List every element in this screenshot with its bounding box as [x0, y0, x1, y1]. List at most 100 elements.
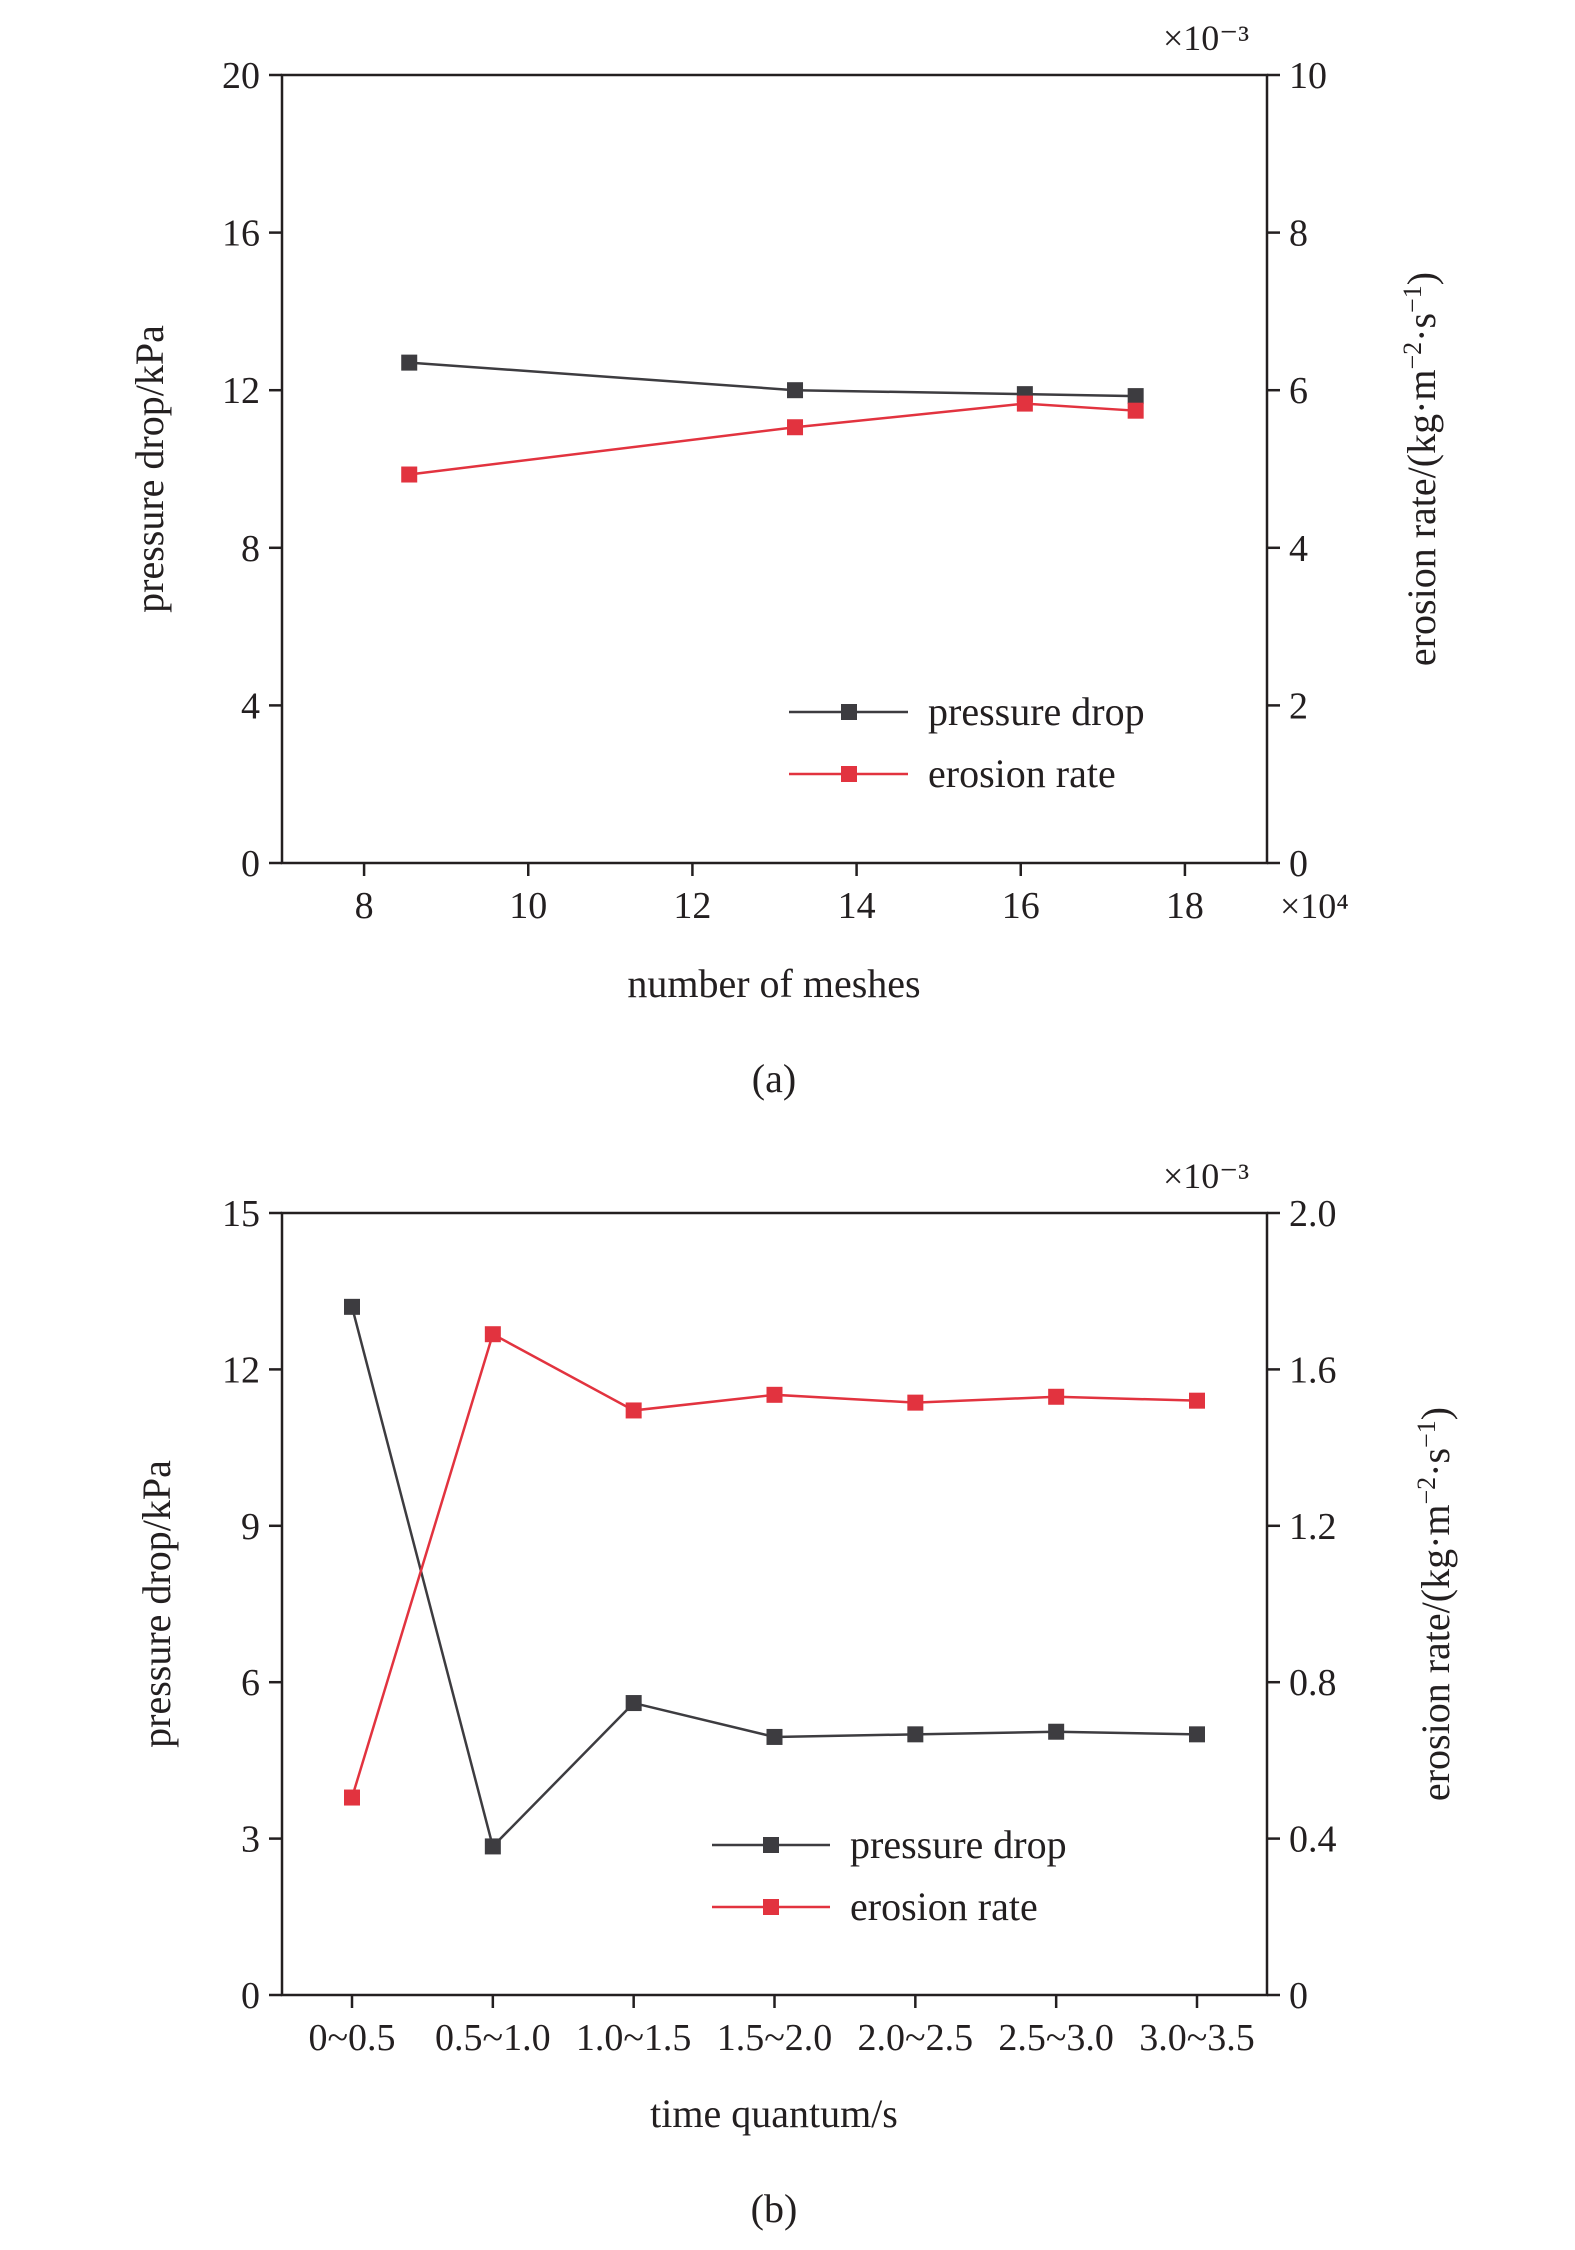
series-line-pressure-drop — [409, 361, 1136, 398]
x-tick-label: 1.0~1.5 — [576, 2017, 692, 2059]
data-point-pressure-drop — [766, 1728, 783, 1745]
y-right-multiplier-b: ×10⁻³ — [1163, 1156, 1249, 1196]
y-left-tick-label: 6 — [241, 1662, 260, 1704]
x-tick-label: 2.5~3.0 — [998, 2017, 1114, 2059]
caption-b: (b) — [751, 2186, 798, 2231]
y-right-multiplier-a: ×10⁻³ — [1163, 18, 1249, 58]
legend-label-pressure-a: pressure drop — [928, 689, 1145, 734]
y-right-tick-label: 1.2 — [1289, 1506, 1337, 1548]
y-right-tick-label: 10 — [1289, 55, 1327, 97]
y-right-tick-label: 0.8 — [1289, 1662, 1337, 1704]
data-point-erosion-rate — [787, 419, 804, 436]
legend-a: pressure drop erosion rate — [789, 689, 1145, 796]
x-tick-label: 18 — [1166, 885, 1204, 927]
legend-label-erosion-a: erosion rate — [928, 751, 1116, 796]
data-point-erosion-rate — [907, 1394, 924, 1411]
data-point-erosion-rate — [766, 1386, 783, 1403]
data-point-erosion-rate — [401, 466, 418, 483]
y-right-title-b-part2: ·s — [1413, 1448, 1458, 1477]
y-right-tick-label: 2.0 — [1289, 1193, 1337, 1235]
plot-frame-a — [280, 73, 1269, 865]
y-left-tick-label: 20 — [222, 55, 260, 97]
legend-marker-erosion-b — [763, 1899, 779, 1915]
y-left-tick-label: 9 — [241, 1506, 260, 1548]
y-right-tick-label: 6 — [1289, 370, 1308, 412]
data-point-pressure-drop — [484, 1838, 501, 1855]
legend-marker-pressure-b — [763, 1837, 779, 1853]
data-point-pressure-drop — [1189, 1726, 1205, 1743]
legend-label-pressure-b: pressure drop — [850, 1822, 1067, 1867]
y-right-tick-label: 0.4 — [1289, 1819, 1337, 1861]
y-left-tick-label: 15 — [222, 1193, 260, 1235]
legend-marker-erosion-a — [841, 766, 857, 782]
series-line-erosion-rate — [409, 402, 1136, 476]
y-left-tick-label: 12 — [222, 1349, 260, 1391]
x-multiplier-a: ×10⁴ — [1280, 886, 1349, 926]
x-tick-label: 0~0.5 — [308, 2017, 395, 2059]
x-tick-label: 2.0~2.5 — [858, 2017, 974, 2059]
y-right-title-a-sup1: −2 — [1398, 342, 1427, 370]
data-point-erosion-rate — [1189, 1392, 1205, 1409]
x-tick-label: 14 — [838, 885, 876, 927]
x-tick-label: 10 — [509, 885, 547, 927]
series-line-erosion-rate — [350, 1332, 1198, 1798]
y-right-title-a-part3: ) — [1399, 272, 1444, 285]
x-tick-label: 0.5~1.0 — [435, 2017, 551, 2059]
caption-a: (a) — [752, 1056, 796, 1101]
y-left-tick-label: 16 — [222, 213, 260, 255]
legend-label-erosion-b: erosion rate — [850, 1884, 1038, 1929]
y-left-tick-label: 3 — [241, 1819, 260, 1861]
y-right-title-b-sup2: −1 — [1412, 1420, 1441, 1448]
data-point-pressure-drop — [344, 1298, 360, 1315]
data-point-erosion-rate — [625, 1402, 642, 1419]
data-point-pressure-drop — [907, 1726, 924, 1743]
data-point-erosion-rate — [1048, 1388, 1065, 1405]
y-right-title-a-part1: erosion rate/(kg·m — [1399, 370, 1444, 667]
x-axis-title-a: number of meshes — [627, 961, 920, 1006]
y-left-axis-title-a: pressure drop/kPa — [127, 325, 172, 613]
y-right-tick-label: 0 — [1289, 843, 1308, 885]
x-tick-label: 12 — [673, 885, 711, 927]
x-tick-label: 1.5~2.0 — [717, 2017, 833, 2059]
data-point-erosion-rate — [1016, 395, 1033, 412]
y-right-axis-title-b: erosion rate/(kg·m−2·s−1) — [1412, 1407, 1458, 1801]
data-point-erosion-rate — [1127, 402, 1144, 419]
y-right-title-a-part2: ·s — [1399, 313, 1444, 342]
series-group-a — [401, 354, 1144, 483]
y-right-tick-label: 1.6 — [1289, 1349, 1337, 1391]
legend-b: pressure drop erosion rate — [712, 1822, 1067, 1929]
series-group-b — [344, 1298, 1205, 1855]
legend-marker-pressure-a — [841, 704, 857, 720]
data-point-pressure-drop — [401, 354, 418, 371]
y-left-axis-title-b: pressure drop/kPa — [134, 1460, 179, 1748]
y-left-tick-label: 12 — [222, 370, 260, 412]
y-right-tick-label: 0 — [1289, 1975, 1308, 2017]
y-right-tick-label: 4 — [1289, 528, 1308, 570]
data-point-erosion-rate — [484, 1326, 501, 1343]
data-point-erosion-rate — [344, 1789, 360, 1806]
y-right-tick-label: 2 — [1289, 685, 1308, 727]
y-right-tick-label: 8 — [1289, 213, 1308, 255]
x-axis-title-b: time quantum/s — [650, 2091, 898, 2136]
data-point-pressure-drop — [1127, 388, 1144, 405]
y-left-tick-label: 0 — [241, 1975, 260, 2017]
y-right-title-a-sup2: −1 — [1398, 285, 1427, 313]
data-point-pressure-drop — [1048, 1723, 1065, 1740]
tick-group-a: 0 4 8 12 16 20 0 2 4 6 8 10 8 10 12 14 16 18 — [222, 55, 1327, 927]
data-point-pressure-drop — [625, 1695, 642, 1712]
y-left-tick-label: 8 — [241, 528, 260, 570]
chart-a: 0 4 8 12 16 20 0 2 4 6 8 10 8 10 12 14 16 18 ×10⁴ ×10⁻³ n… — [127, 18, 1444, 1101]
y-right-title-b-part3: ) — [1413, 1407, 1458, 1420]
y-left-tick-label: 4 — [241, 685, 260, 727]
y-right-axis-title-a: erosion rate/(kg·m−2·s−1) — [1398, 272, 1444, 666]
tick-group-b: 0 3 6 9 12 15 0 0.4 0.8 1.2 1.6 2.0 0~0.5 0.5~1.0 1.0~… — [222, 1193, 1337, 2059]
x-tick-label: 16 — [1002, 885, 1040, 927]
chart-b: 0 3 6 9 12 15 0 0.4 0.8 1.2 1.6 2.0 0~0.5 0.5~1.0 1.0~… — [134, 1156, 1458, 2231]
x-tick-label: 3.0~3.5 — [1139, 2017, 1255, 2059]
y-left-tick-label: 0 — [241, 843, 260, 885]
y-right-title-b-sup1: −2 — [1412, 1477, 1441, 1505]
y-right-title-b-part1: erosion rate/(kg·m — [1413, 1505, 1458, 1802]
x-tick-label: 8 — [355, 885, 374, 927]
data-point-pressure-drop — [787, 382, 804, 399]
